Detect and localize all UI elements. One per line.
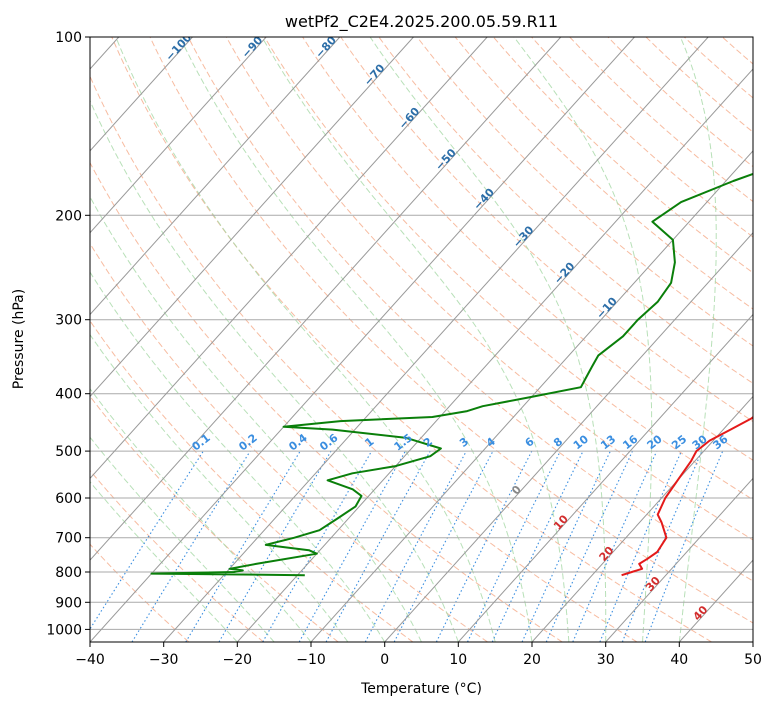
y-tick-label: 1000 — [46, 622, 82, 638]
y-axis-ticks: 100 200 300 400 500 600 700 800 900 1000 — [46, 30, 90, 638]
y-tick-label: 200 — [55, 208, 82, 224]
moist-adiabat-line — [90, 271, 386, 642]
mixing-ratio-line — [599, 450, 682, 642]
moist-adiabat-line — [179, 37, 533, 642]
y-axis-title: Pressure (hPa) — [11, 289, 27, 389]
moist-adiabat-line — [261, 37, 570, 642]
mixing-ratio-line — [325, 450, 431, 642]
moist-adiabats — [90, 37, 717, 642]
profiles — [150, 172, 753, 577]
dry-adiabat-line — [340, 37, 753, 423]
x-axis-title: Temperature (°C) — [360, 681, 482, 697]
isotherm-line — [90, 37, 488, 480]
moist-adiabat-line — [678, 37, 717, 642]
mixing-ratio-line — [90, 450, 204, 630]
dry-adiabat-line — [225, 37, 753, 541]
x-tick-label: 40 — [670, 652, 688, 668]
dry-adiabat-line — [90, 242, 488, 642]
isotherm-line — [90, 37, 562, 561]
moist-adiabat-line — [115, 37, 496, 642]
x-tick-label: −40 — [75, 652, 105, 668]
x-tick-label: 50 — [744, 652, 762, 668]
isotherm-line — [90, 37, 341, 316]
mixing-ratio-line — [435, 450, 533, 642]
x-tick-label: −30 — [149, 652, 179, 668]
dry-adiabat-line — [569, 37, 753, 203]
moist-adiabat-line — [90, 481, 238, 642]
mixing-ratio-line — [298, 450, 406, 642]
isotherm-line — [163, 37, 709, 642]
dry-adiabat-line — [149, 37, 753, 624]
mixing-ratio-line — [364, 450, 467, 642]
isotherm-line — [310, 150, 753, 642]
y-tick-label: 500 — [55, 444, 82, 460]
isotherm-line — [90, 37, 193, 152]
dry-adiabat-line — [264, 37, 753, 501]
y-tick-label: 300 — [55, 313, 82, 329]
plot-area: 0.1 0.2 0.4 0.6 1 1.5 2 3 4 6 8 10 13 16 20 25 30 36−100−… — [90, 37, 753, 642]
dry-adiabat-line — [90, 469, 264, 642]
y-tick-label: 800 — [55, 565, 82, 581]
x-tick-label: −10 — [296, 652, 326, 668]
x-tick-label: 10 — [449, 652, 467, 668]
y-tick-label: 100 — [55, 30, 82, 46]
y-tick-label: 600 — [55, 491, 82, 507]
dewpoint-profile — [150, 172, 753, 577]
dry-adiabat-line — [607, 37, 753, 168]
moist-adiabat-line — [369, 37, 607, 642]
y-tick-label: 400 — [55, 387, 82, 403]
dry-adiabat-line — [493, 37, 753, 274]
dry-adiabat-line — [187, 37, 753, 582]
isotherm-line — [90, 37, 267, 234]
isotherm-line — [90, 37, 414, 398]
moist-adiabat-line — [90, 195, 422, 642]
x-tick-label: 30 — [597, 652, 615, 668]
x-tick-label: −20 — [223, 652, 253, 668]
isotherm-line — [236, 68, 753, 642]
dry-adiabat-line — [454, 37, 753, 310]
chart-title: wetPf2_C2E4.2025.200.05.59.R11 — [285, 12, 558, 32]
dry-adiabat-line — [111, 37, 712, 642]
moist-adiabat-line — [90, 99, 459, 642]
isotherm-line — [90, 37, 635, 642]
isotherm-line — [384, 232, 753, 642]
dry-adiabat-line — [531, 37, 753, 238]
isotherm-grid — [90, 37, 753, 642]
temperature-profile — [621, 415, 753, 577]
dry-adiabat-line — [378, 37, 753, 384]
y-tick-label: 900 — [55, 595, 82, 611]
dry-adiabat-line — [416, 37, 753, 347]
x-tick-label: 0 — [380, 652, 389, 668]
x-tick-label: 20 — [523, 652, 541, 668]
y-tick-label: 700 — [55, 531, 82, 547]
dry-adiabat-line — [90, 320, 414, 642]
mixing-ratio-line — [572, 450, 658, 642]
mixing-ratio-line — [644, 450, 724, 642]
mixing-ratio-line — [545, 450, 633, 642]
x-axis-ticks: −40 −30 −20 −10 0 10 20 30 40 50 — [75, 642, 762, 668]
moist-adiabat-line — [513, 37, 653, 642]
dry-adiabat-line — [90, 161, 563, 642]
isotherm-line — [531, 395, 753, 642]
isotherm-line — [605, 477, 753, 642]
dry-adiabat-line — [90, 75, 638, 642]
mixing-ratio-line — [621, 450, 703, 642]
plot-frame — [89, 36, 754, 643]
isotherm-line — [457, 313, 753, 642]
dry-adiabats — [90, 37, 753, 642]
